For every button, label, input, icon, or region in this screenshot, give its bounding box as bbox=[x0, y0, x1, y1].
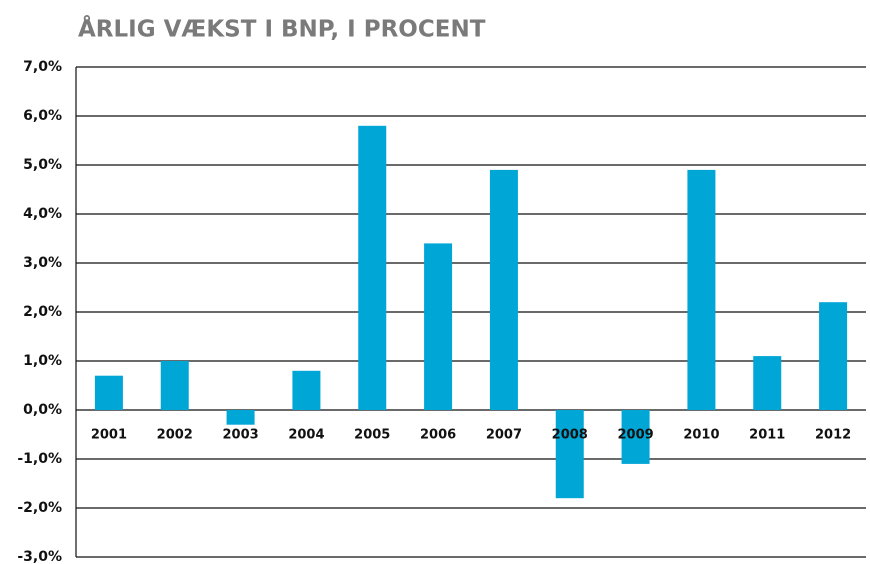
y-tick-label: 2,0% bbox=[23, 304, 62, 320]
x-tick-label: 2001 bbox=[91, 428, 127, 443]
y-tick-label: 4,0% bbox=[23, 206, 62, 222]
bar bbox=[753, 356, 782, 410]
bar bbox=[94, 375, 123, 410]
x-tick-label: 2008 bbox=[552, 428, 588, 443]
x-tick-label: 2009 bbox=[617, 428, 653, 443]
x-tick-label: 2007 bbox=[486, 428, 522, 443]
x-tick-label: 2006 bbox=[420, 428, 456, 443]
y-tick-label: 1,0% bbox=[23, 353, 62, 369]
bar bbox=[160, 361, 189, 410]
bar bbox=[621, 410, 650, 464]
y-tick-label: 0,0% bbox=[23, 402, 62, 418]
x-tick-label: 2011 bbox=[749, 428, 785, 443]
bar bbox=[358, 125, 387, 411]
y-tick-label: -2,0% bbox=[17, 500, 62, 516]
bar bbox=[819, 302, 848, 410]
chart-title: ÅRLIG VÆKST I BNP, I PROCENT bbox=[78, 15, 486, 43]
bar bbox=[424, 243, 453, 410]
x-tick-label: 2005 bbox=[354, 428, 390, 443]
y-tick-label: 3,0% bbox=[23, 255, 62, 271]
bar bbox=[226, 410, 255, 425]
y-tick-label: 6,0% bbox=[23, 108, 62, 124]
y-tick-label: 7,0% bbox=[23, 59, 62, 75]
bar bbox=[687, 169, 716, 410]
bar bbox=[292, 370, 321, 410]
bar bbox=[555, 410, 584, 499]
x-tick-label: 2004 bbox=[288, 428, 324, 443]
bar bbox=[489, 169, 518, 410]
y-tick-label: 5,0% bbox=[23, 157, 62, 173]
x-tick-label: 2010 bbox=[683, 428, 719, 443]
x-tick-label: 2003 bbox=[222, 428, 258, 443]
y-tick-label: -3,0% bbox=[17, 549, 62, 564]
y-tick-label: -1,0% bbox=[17, 451, 62, 467]
x-tick-label: 2012 bbox=[815, 428, 851, 443]
x-tick-label: 2002 bbox=[157, 428, 193, 443]
